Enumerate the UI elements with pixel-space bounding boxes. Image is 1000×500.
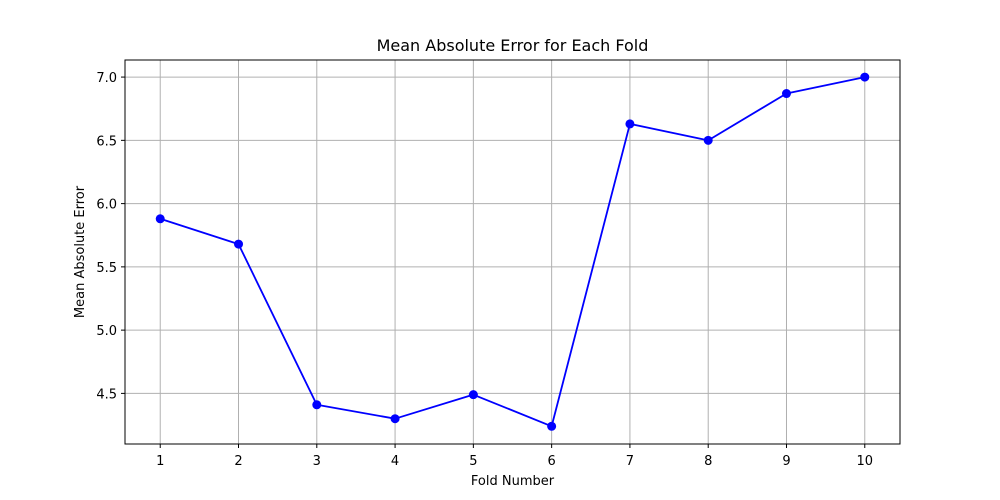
x-tick-label: 2 <box>234 454 242 469</box>
x-tick-label: 10 <box>856 454 873 469</box>
x-tick-label: 4 <box>391 454 399 469</box>
x-tick-label: 8 <box>704 454 712 469</box>
y-tick-label: 4.5 <box>96 387 117 402</box>
x-axis-label: Fold Number <box>471 474 555 489</box>
y-axis-ticks: 4.5 5.0 5.5 6.0 6.5 7.0 <box>96 71 125 402</box>
x-tick-label: 3 <box>313 454 321 469</box>
x-axis-ticks: 1 2 3 4 5 6 7 8 9 10 <box>156 444 873 469</box>
data-point <box>703 135 713 145</box>
data-point <box>781 89 791 99</box>
y-tick-label: 6.0 <box>96 198 117 213</box>
data-point <box>547 421 557 431</box>
y-tick-label: 6.5 <box>96 134 117 149</box>
x-tick-label: 7 <box>626 454 634 469</box>
y-tick-label: 5.5 <box>96 261 117 276</box>
data-point <box>312 400 322 410</box>
x-tick-label: 6 <box>548 454 556 469</box>
grid-lines <box>125 60 900 444</box>
data-point <box>468 390 478 400</box>
x-tick-label: 9 <box>782 454 790 469</box>
chart-title: Mean Absolute Error for Each Fold <box>377 36 649 55</box>
data-point <box>625 119 635 129</box>
series-line <box>159 76 865 428</box>
data-point <box>155 214 165 224</box>
data-point <box>860 72 870 82</box>
data-point <box>390 414 400 424</box>
series-layer <box>155 72 870 431</box>
x-tick-label: 1 <box>156 454 164 469</box>
y-axis-label: Mean Absolute Error <box>73 185 88 318</box>
y-tick-label: 5.0 <box>96 324 117 339</box>
plot-area <box>125 60 900 444</box>
y-tick-label: 7.0 <box>96 71 117 86</box>
x-tick-label: 5 <box>469 454 477 469</box>
plot-frame <box>124 59 901 445</box>
data-point <box>234 239 244 249</box>
